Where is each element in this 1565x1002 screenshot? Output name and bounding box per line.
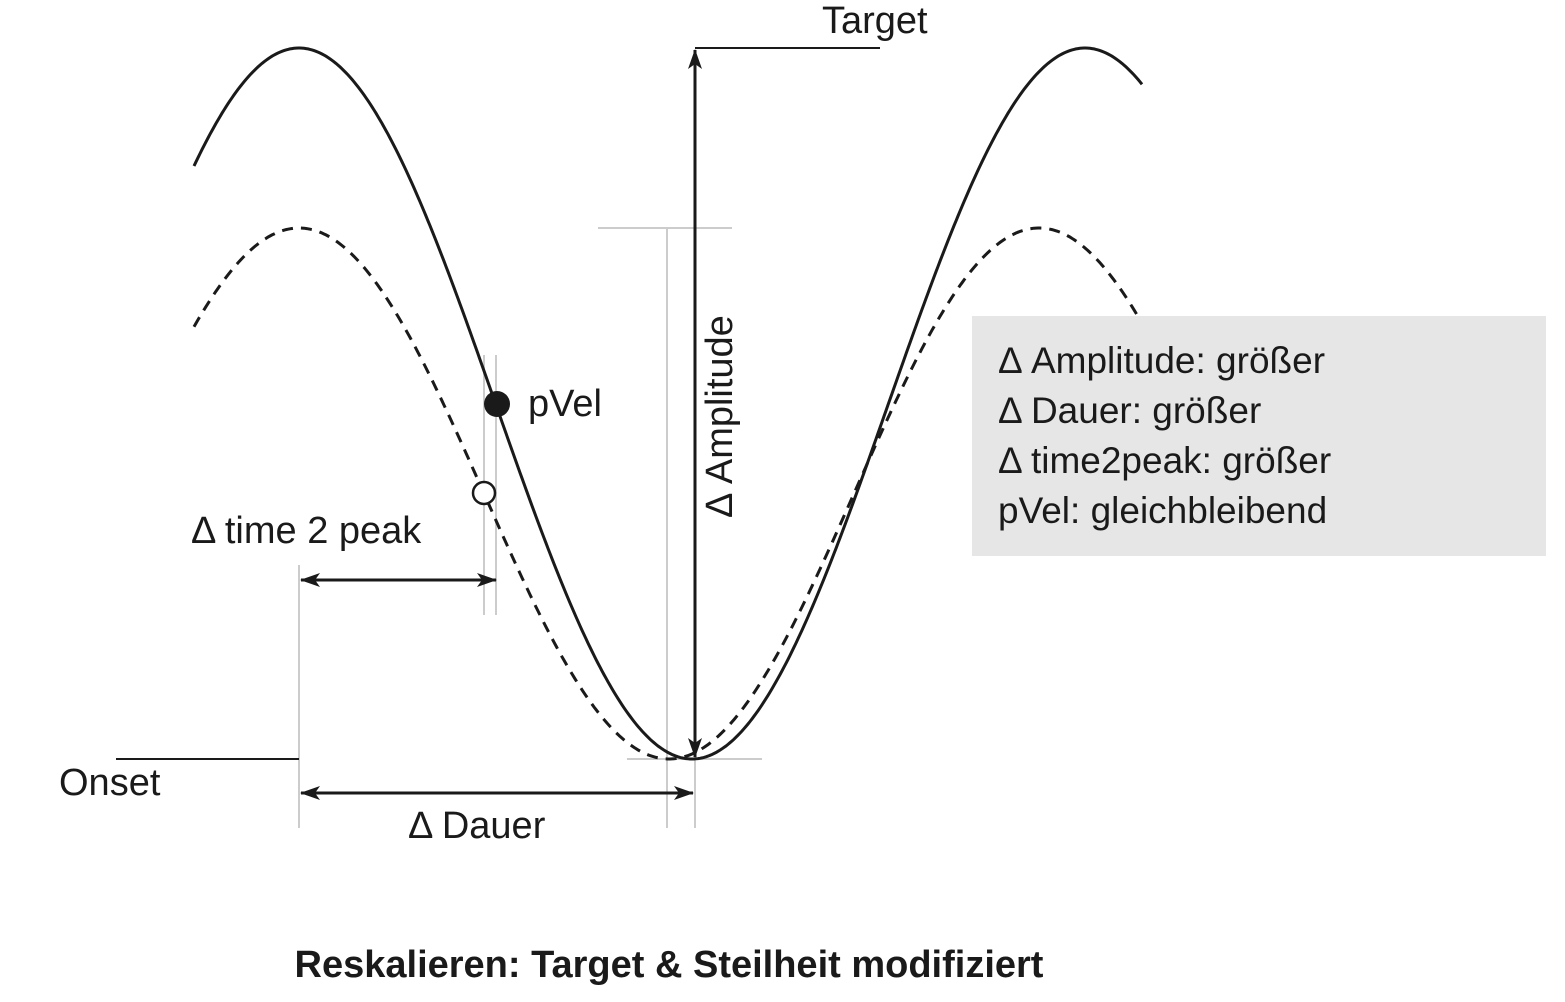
summary-box: Δ Amplitude: größer Δ Dauer: größer Δ ti…: [972, 316, 1546, 556]
figure-caption: Reskalieren: Target & Steilheit modifizi…: [294, 944, 1044, 986]
summary-line-dauer: Δ Dauer: größer: [998, 390, 1262, 431]
onset-label: Onset: [59, 762, 161, 804]
pvel-marker-open: [471, 480, 497, 506]
time2peak-label: Δ time 2 peak: [191, 510, 422, 552]
target-label: Target: [822, 0, 928, 42]
original-solid-curve: [192, 46, 1144, 761]
dauer-label: Δ Dauer: [408, 805, 546, 847]
pvel-marker-filled: [484, 391, 510, 417]
amplitude-label: Δ Amplitude: [699, 315, 741, 518]
summary-line-pvel: pVel: gleichbleibend: [998, 490, 1328, 531]
summary-line-amplitude: Δ Amplitude: größer: [998, 340, 1326, 381]
summary-line-time2peak: Δ time2peak: größer: [998, 440, 1332, 481]
pvel-label: pVel: [528, 383, 602, 425]
rescaled-dashed-curve: [192, 226, 1144, 761]
